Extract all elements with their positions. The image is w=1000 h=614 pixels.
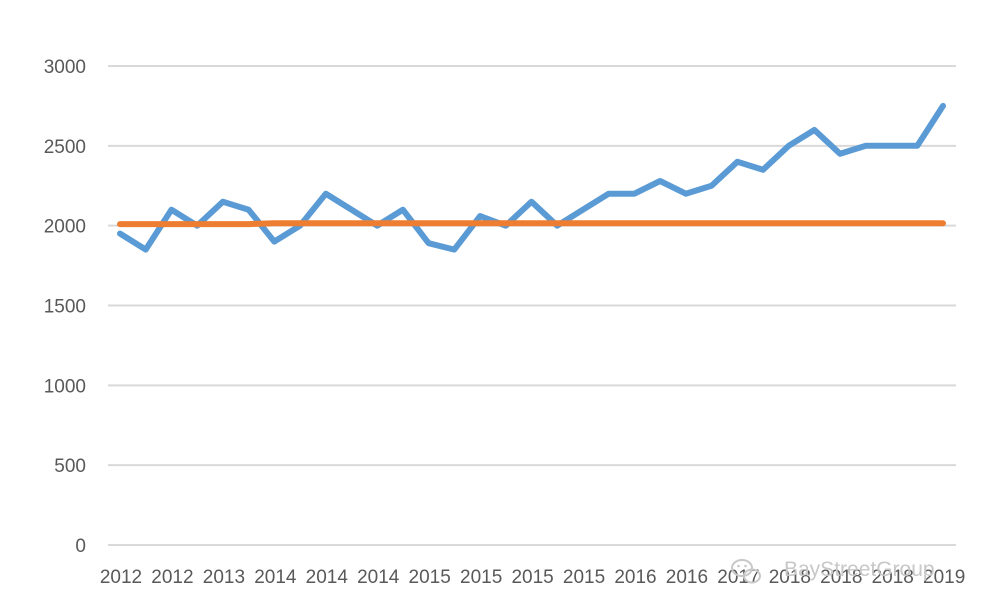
gridlines [108, 65, 956, 546]
watermark: BayStreetGroup [731, 558, 935, 584]
x-tick-label: 2012 [100, 567, 142, 588]
series-line-1 [117, 102, 946, 253]
x-tick-label: 2015 [511, 567, 553, 588]
y-tick-label: 2500 [44, 137, 86, 158]
x-tick-label: 2018 [872, 567, 914, 588]
x-tick-label: 2016 [666, 567, 708, 588]
x-tick-label: 2014 [306, 567, 349, 588]
x-tick-label: 2015 [563, 567, 605, 588]
watermark-text: BayStreetGroup [784, 558, 935, 581]
y-tick-label: 3000 [44, 57, 86, 78]
series-line-2 [117, 220, 946, 228]
y-tick-label: 500 [54, 456, 86, 477]
x-tick-label: 2014 [357, 567, 400, 588]
x-tick-label: 2016 [614, 567, 656, 588]
x-tick-label: 2015 [409, 567, 451, 588]
x-tick-label: 2014 [254, 567, 297, 588]
x-tick-label: 2015 [460, 567, 502, 588]
y-tick-label: 0 [75, 536, 86, 557]
x-tick-label: 2013 [203, 567, 245, 588]
y-tick-label: 2000 [44, 217, 86, 238]
x-tick-label: 2018 [820, 567, 862, 588]
x-tick-label: 2012 [151, 567, 193, 588]
y-axis-tick-labels: 0 500 1000 1500 2000 2500 3000 [44, 57, 86, 557]
x-tick-label: 2018 [769, 567, 811, 588]
y-tick-label: 1500 [44, 297, 86, 318]
x-tick-label: 2019 [923, 567, 965, 588]
x-axis-tick-labels: 2012 2012 2013 2014 2014 2014 2015 2015 2015 2015… [100, 567, 965, 588]
series-lines [117, 102, 946, 253]
wechat-icon [731, 559, 761, 584]
y-tick-label: 1000 [44, 376, 86, 397]
